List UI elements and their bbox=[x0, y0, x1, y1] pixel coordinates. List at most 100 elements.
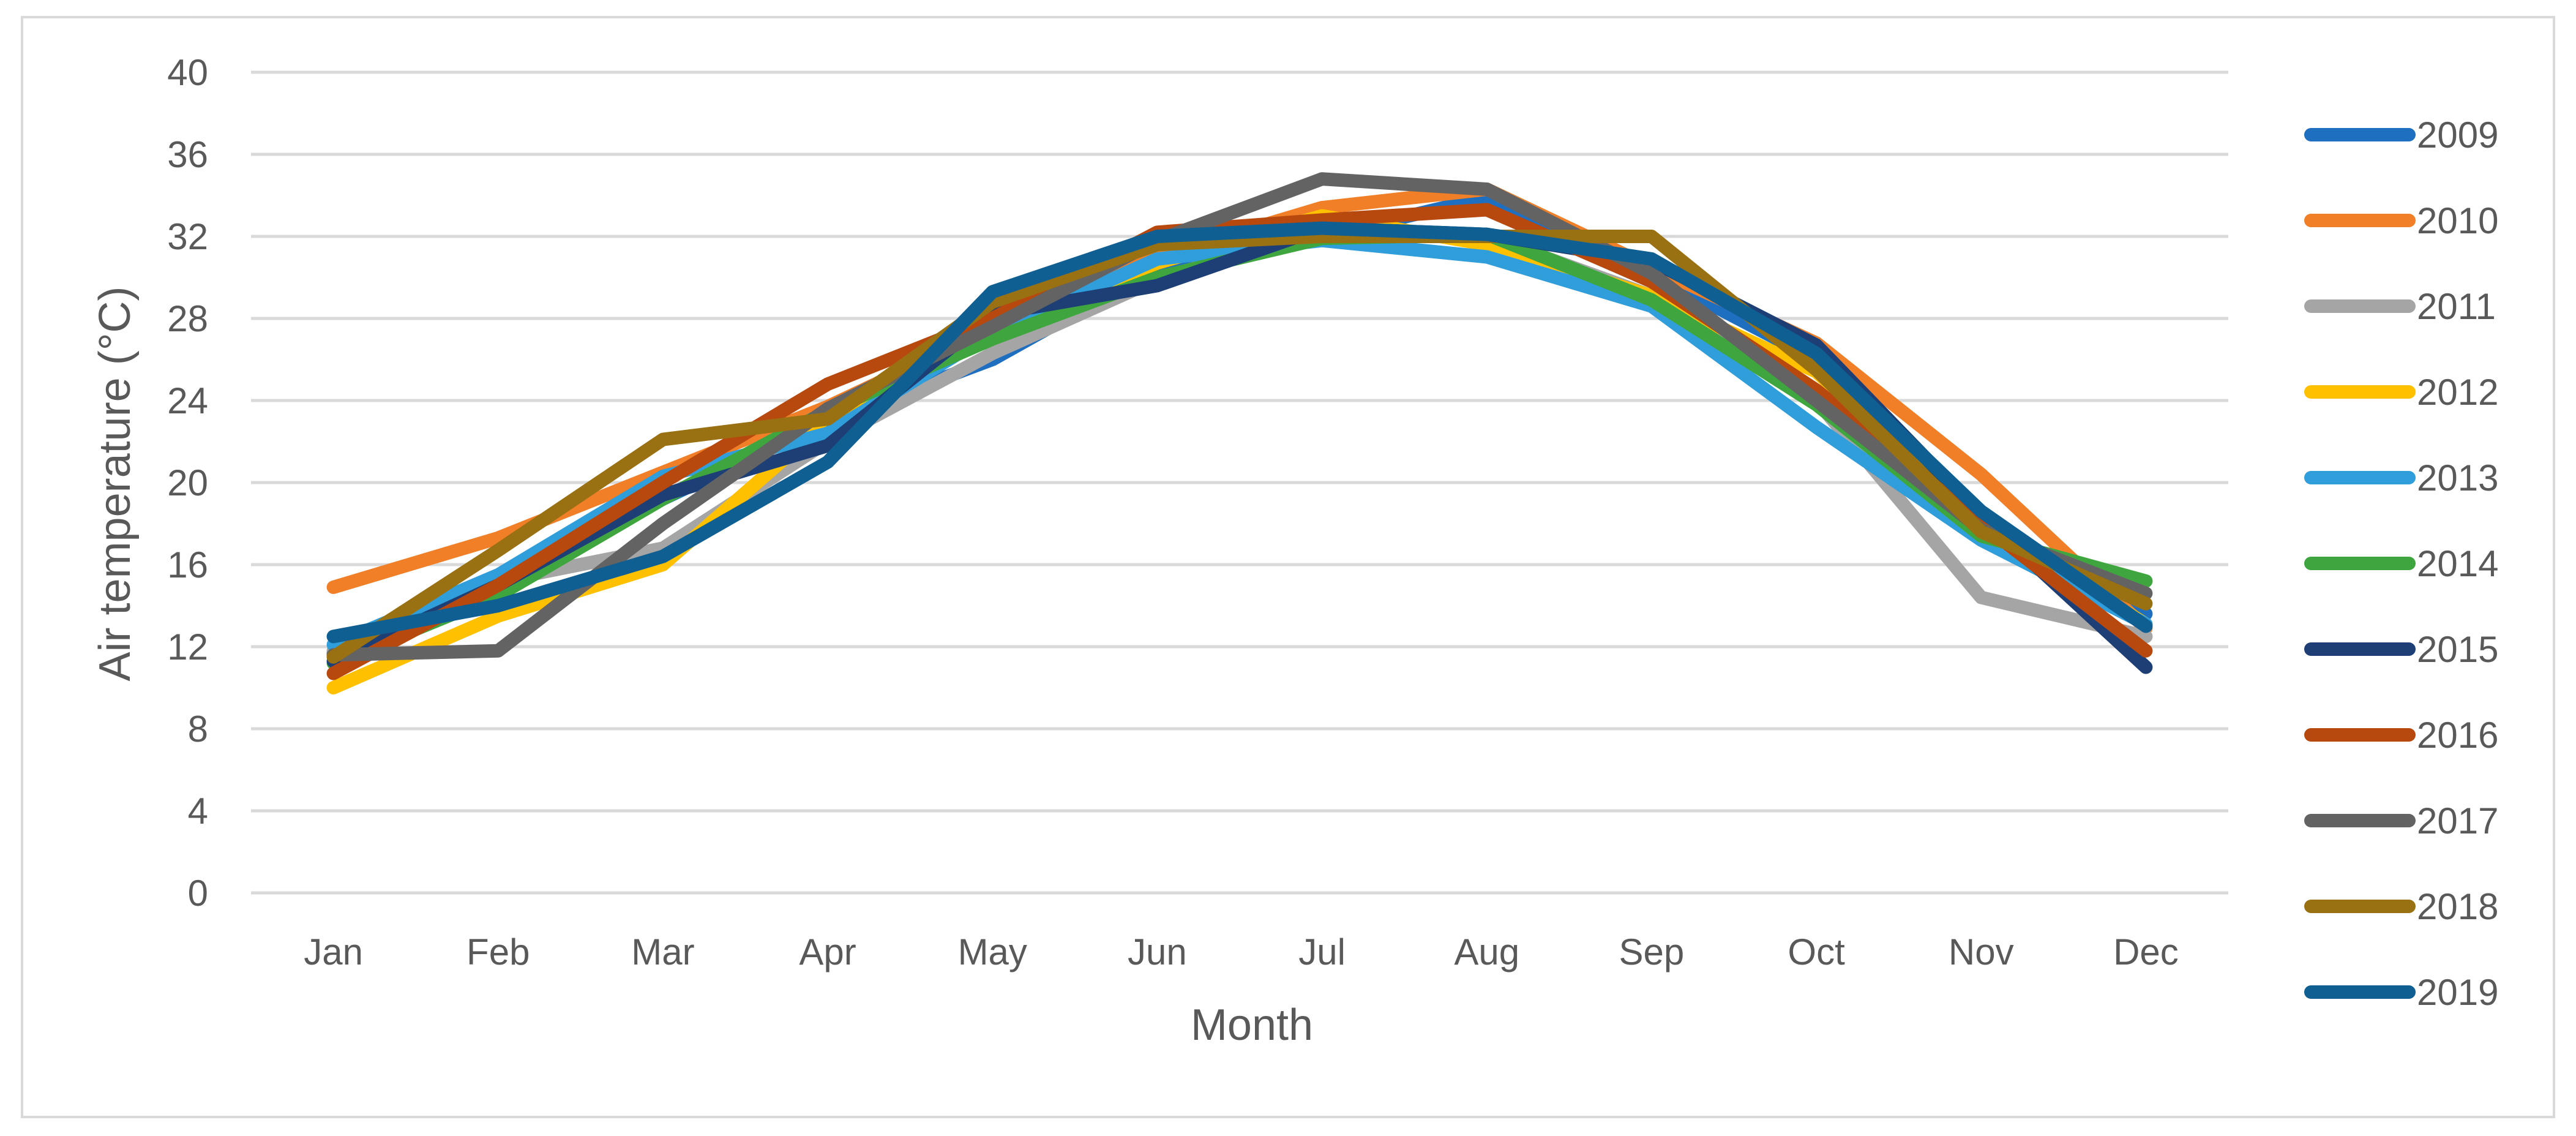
x-tick-label: Jun bbox=[1128, 931, 1187, 972]
legend-label: 2009 bbox=[2417, 115, 2498, 156]
data-point-2018-Jul bbox=[1319, 234, 1325, 239]
data-point-2017-Mar bbox=[660, 521, 665, 526]
legend-label: 2019 bbox=[2417, 972, 2498, 1013]
legend-item-2009: 2009 bbox=[2304, 115, 2498, 156]
y-tick-label: 16 bbox=[167, 544, 208, 585]
data-point-2017-Aug bbox=[1484, 186, 1489, 192]
y-axis-ticks: 0 4 8 12 16 20 24 28 32 36 40 bbox=[167, 52, 208, 914]
data-point-2011-Dec bbox=[2143, 634, 2149, 639]
data-point-2010-Jan bbox=[331, 584, 336, 590]
data-point-2018-Jan bbox=[331, 654, 336, 660]
x-tick-label: Aug bbox=[1454, 931, 1519, 972]
series-line-2019 bbox=[326, 221, 2153, 644]
legend-item-2011: 2011 bbox=[2304, 286, 2496, 327]
data-point-2019-Nov bbox=[1979, 508, 1984, 514]
y-tick-label: 0 bbox=[188, 873, 208, 914]
x-tick-label: Jan bbox=[304, 931, 363, 972]
data-point-2017-Dec bbox=[2143, 590, 2149, 596]
data-point-2017-Feb bbox=[495, 648, 501, 653]
legend-item-2018: 2018 bbox=[2304, 886, 2498, 927]
legend-label: 2017 bbox=[2417, 800, 2498, 841]
legend-item-2012: 2012 bbox=[2304, 372, 2498, 413]
y-tick-label: 24 bbox=[167, 380, 208, 421]
y-tick-label: 28 bbox=[167, 298, 208, 339]
legend-item-2013: 2013 bbox=[2304, 457, 2498, 498]
data-point-2019-Jan bbox=[331, 634, 336, 639]
data-point-2015-Dec bbox=[2143, 664, 2149, 670]
data-point-2017-Sep bbox=[1649, 271, 1654, 276]
y-tick-label: 40 bbox=[167, 52, 208, 93]
data-point-2019-Sep bbox=[1649, 256, 1654, 261]
data-point-2019-Jul bbox=[1319, 225, 1325, 231]
data-point-2018-Nov bbox=[1979, 529, 1984, 535]
legend-item-2019: 2019 bbox=[2304, 972, 2498, 1013]
y-tick-label: 4 bbox=[188, 791, 208, 832]
data-point-2014-Dec bbox=[2143, 578, 2149, 584]
data-point-2013-Feb bbox=[495, 572, 501, 577]
legend-label: 2012 bbox=[2417, 372, 2498, 413]
y-tick-label: 8 bbox=[188, 709, 208, 750]
data-point-2016-Aug bbox=[1484, 207, 1489, 213]
y-tick-label: 20 bbox=[167, 462, 208, 503]
data-point-2012-Jan bbox=[331, 685, 336, 690]
legend-label: 2011 bbox=[2417, 286, 2496, 327]
data-point-2014-Sep bbox=[1649, 297, 1654, 303]
data-point-2017-Oct bbox=[1814, 398, 1819, 403]
data-point-2017-Jul bbox=[1319, 176, 1325, 182]
legend-item-2016: 2016 bbox=[2304, 715, 2498, 756]
data-point-2011-May bbox=[990, 350, 995, 356]
data-point-2019-Dec bbox=[2143, 623, 2149, 629]
legend-item-2017: 2017 bbox=[2304, 800, 2498, 841]
legend-label: 2015 bbox=[2417, 629, 2498, 670]
data-point-2018-Oct bbox=[1814, 367, 1819, 372]
data-point-2013-Jan bbox=[331, 642, 336, 647]
x-tick-label: Dec bbox=[2113, 931, 2179, 972]
data-point-2014-Feb bbox=[495, 593, 501, 598]
data-point-2016-Jul bbox=[1319, 217, 1325, 223]
data-point-2009-Dec bbox=[2143, 611, 2149, 617]
x-tick-label: Jul bbox=[1298, 931, 1346, 972]
data-point-2017-May bbox=[990, 324, 995, 329]
x-tick-label: Oct bbox=[1788, 931, 1845, 972]
data-point-2019-Apr bbox=[825, 459, 831, 465]
data-point-2011-Nov bbox=[1979, 595, 1984, 600]
series-lines bbox=[326, 172, 2153, 694]
x-tick-label: Feb bbox=[466, 931, 530, 972]
y-tick-label: 12 bbox=[167, 626, 208, 668]
x-tick-label: Mar bbox=[631, 931, 694, 972]
x-axis-title: Month bbox=[1191, 1001, 1313, 1050]
legend-label: 2013 bbox=[2417, 457, 2498, 498]
x-tick-label: Apr bbox=[799, 931, 856, 972]
data-point-2014-May bbox=[990, 336, 995, 342]
data-point-2019-Aug bbox=[1484, 231, 1489, 237]
data-point-2018-Sep bbox=[1649, 234, 1654, 239]
data-point-2010-Jul bbox=[1319, 205, 1325, 211]
data-point-2018-Apr bbox=[825, 416, 831, 422]
x-tick-label: May bbox=[958, 931, 1027, 972]
data-point-2019-Jun bbox=[1155, 234, 1160, 239]
data-point-2015-Apr bbox=[825, 443, 831, 448]
data-point-2018-Feb bbox=[495, 547, 501, 553]
legend-label: 2010 bbox=[2417, 200, 2498, 241]
series-line-2017 bbox=[326, 172, 2153, 662]
data-point-2016-Dec bbox=[2143, 648, 2149, 653]
data-point-2013-Oct bbox=[1814, 424, 1819, 430]
series-line-2018 bbox=[326, 230, 2153, 664]
data-point-2010-Nov bbox=[1979, 472, 1984, 477]
y-tick-label: 32 bbox=[167, 216, 208, 257]
y-tick-label: 36 bbox=[167, 134, 208, 175]
data-point-2016-Feb bbox=[495, 582, 501, 588]
legend-item-2014: 2014 bbox=[2304, 543, 2498, 584]
legend-label: 2016 bbox=[2417, 715, 2498, 756]
legend-item-2015: 2015 bbox=[2304, 629, 2498, 670]
data-point-2016-Apr bbox=[825, 382, 831, 387]
data-point-2019-Feb bbox=[495, 603, 501, 608]
x-tick-label: Nov bbox=[1949, 931, 2014, 972]
data-point-2012-Aug bbox=[1484, 242, 1489, 247]
data-point-2016-Jan bbox=[331, 671, 336, 676]
data-point-2013-Apr bbox=[825, 431, 831, 436]
data-point-2013-Aug bbox=[1484, 254, 1489, 260]
data-point-2018-Dec bbox=[2143, 601, 2149, 606]
legend-label: 2018 bbox=[2417, 886, 2498, 927]
